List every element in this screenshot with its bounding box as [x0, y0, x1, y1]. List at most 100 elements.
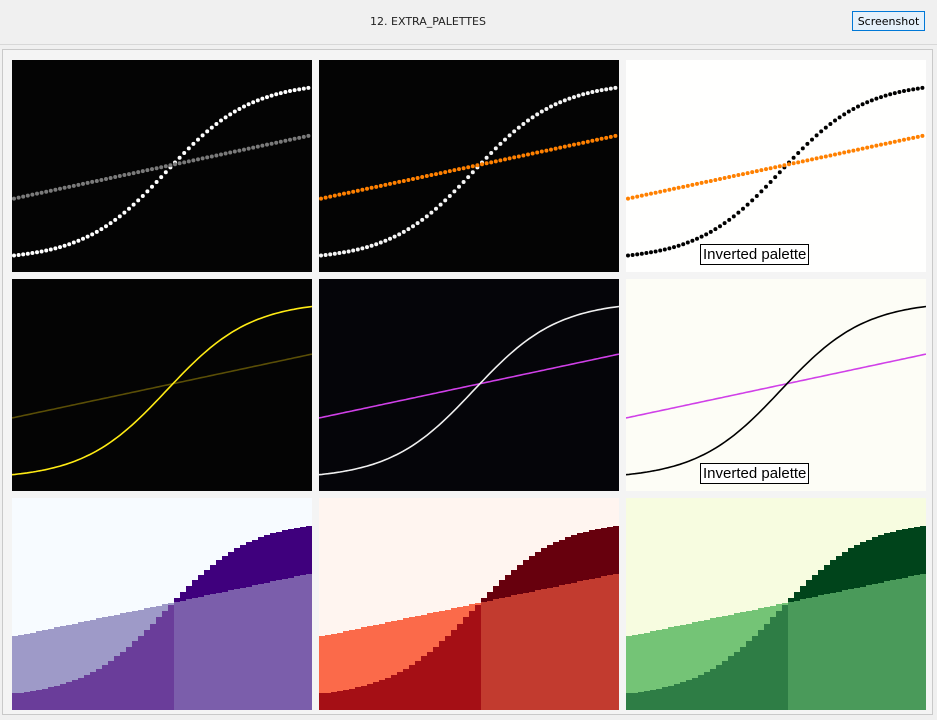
linear-point — [672, 186, 676, 191]
overlap-band — [884, 581, 890, 710]
linear-point — [85, 180, 90, 185]
linear-band — [475, 603, 481, 606]
sigmoid-point — [438, 202, 443, 207]
linear-point — [319, 196, 323, 201]
sigmoid-band — [523, 560, 529, 594]
linear-band — [102, 617, 108, 666]
linear-band — [469, 604, 475, 612]
sigmoid-band — [818, 570, 824, 596]
linear-point — [251, 145, 256, 150]
sigmoid-point — [599, 88, 604, 93]
sigmoid-point — [662, 247, 667, 252]
overlap-band — [120, 652, 126, 710]
overlap-band — [626, 693, 632, 710]
linear-band — [379, 624, 385, 681]
sigmoid-point — [516, 125, 521, 130]
sigmoid-point — [122, 210, 127, 215]
sigmoid-point — [48, 247, 53, 252]
linear-band — [367, 626, 373, 685]
sigmoid-point — [71, 240, 76, 245]
sigmoid-point — [626, 253, 630, 258]
linear-band — [114, 615, 120, 657]
overlap-band — [487, 601, 493, 710]
linear-band — [96, 618, 102, 670]
linear-band — [373, 625, 379, 683]
overlap-band — [30, 691, 36, 710]
chart-svg-3 — [626, 60, 926, 272]
sigmoid-point — [228, 112, 233, 117]
sigmoid-point — [915, 86, 920, 91]
linear-point — [699, 180, 704, 185]
sigmoid-point — [750, 198, 755, 203]
sigmoid-point — [447, 193, 452, 198]
linear-point — [722, 175, 727, 180]
overlap-band — [451, 630, 457, 710]
chart-svg-1 — [12, 60, 312, 272]
sigmoid-point — [85, 234, 90, 239]
overlap-band — [138, 636, 144, 710]
linear-band — [704, 620, 710, 673]
overlap-band — [234, 589, 240, 710]
linear-band — [650, 631, 656, 691]
sigmoid-point — [461, 179, 466, 184]
linear-point — [452, 168, 457, 173]
sigmoid-point — [745, 202, 750, 207]
linear-point — [562, 144, 567, 149]
linear-band — [626, 636, 632, 694]
sigmoid-point — [406, 227, 411, 232]
linear-point — [177, 161, 182, 166]
linear-point — [274, 140, 279, 145]
linear-point — [911, 135, 916, 140]
linear-line — [12, 353, 312, 419]
linear-point — [191, 158, 196, 163]
sigmoid-line — [12, 305, 312, 476]
linear-point — [539, 149, 544, 154]
overlap-band — [854, 588, 860, 710]
linear-point — [209, 154, 214, 159]
overlap-band — [252, 585, 258, 710]
sigmoid-band — [842, 552, 848, 591]
sigmoid-point — [768, 179, 773, 184]
overlap-band — [391, 675, 397, 710]
sigmoid-point — [292, 88, 297, 93]
linear-point — [346, 190, 351, 195]
sigmoid-band — [601, 528, 607, 577]
overlap-band — [824, 594, 830, 710]
linear-point — [892, 139, 897, 144]
sigmoid-point — [731, 214, 736, 219]
overlap-band — [186, 599, 192, 710]
sigmoid-point — [558, 100, 563, 105]
sigmoid-point — [699, 234, 704, 239]
sigmoid-point — [644, 251, 649, 256]
overlap-band — [872, 584, 878, 710]
inverted-palette-label: Inverted palette — [700, 463, 810, 484]
linear-point — [108, 175, 113, 180]
sigmoid-point — [649, 250, 653, 255]
sigmoid-point — [117, 214, 122, 219]
linear-point — [604, 135, 609, 140]
linear-point — [731, 174, 736, 179]
overlap-band — [78, 678, 84, 710]
sigmoid-point — [346, 249, 351, 254]
linear-point — [576, 141, 581, 146]
sigmoid-point — [759, 189, 764, 194]
sigmoid-point — [860, 102, 865, 107]
overlap-band — [198, 597, 204, 710]
linear-band — [433, 612, 439, 648]
linear-point — [906, 136, 911, 141]
linear-point — [397, 179, 402, 184]
linear-band — [722, 616, 728, 662]
sigmoid-point — [576, 93, 581, 98]
sigmoid-band — [908, 528, 914, 577]
overlap-band — [409, 665, 415, 710]
screenshot-button[interactable]: Screenshot — [852, 11, 925, 31]
linear-point — [503, 157, 507, 162]
overlap-band — [156, 617, 162, 710]
linear-band — [337, 633, 343, 692]
sigmoid-point — [512, 129, 517, 134]
overlap-band — [150, 624, 156, 710]
sigmoid-point — [685, 240, 690, 245]
overlap-band — [228, 590, 234, 710]
overlap-band — [589, 579, 595, 710]
sigmoid-band — [914, 527, 920, 576]
